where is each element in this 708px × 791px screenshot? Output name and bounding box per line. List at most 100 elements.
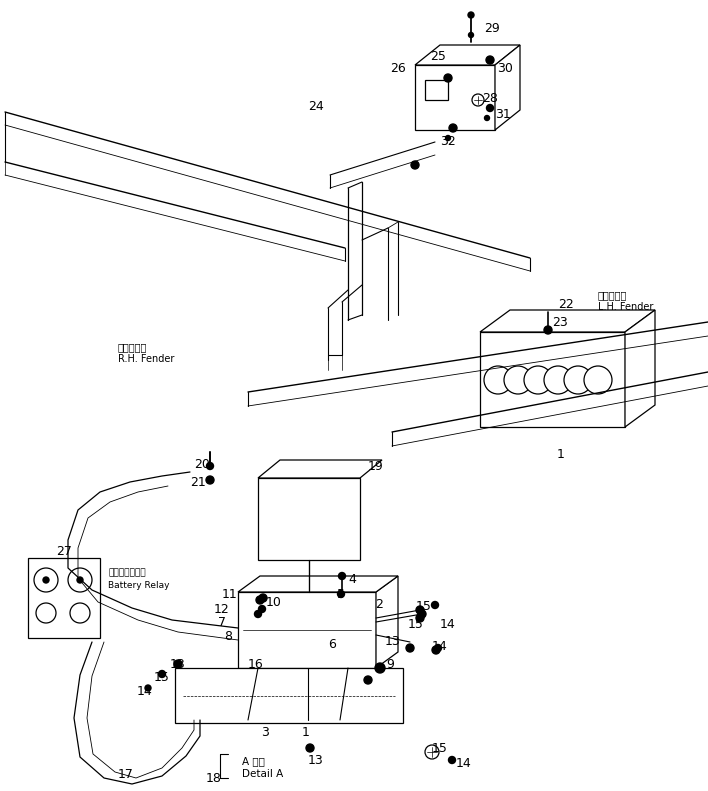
Circle shape: [504, 366, 532, 394]
Polygon shape: [258, 478, 360, 560]
Text: 7: 7: [218, 616, 226, 629]
Text: 23: 23: [552, 316, 568, 329]
Circle shape: [411, 161, 419, 169]
Circle shape: [43, 577, 49, 583]
Text: 3: 3: [261, 726, 269, 739]
Circle shape: [159, 671, 166, 678]
Text: 22: 22: [558, 298, 573, 311]
Circle shape: [256, 596, 264, 604]
Circle shape: [449, 124, 457, 132]
Text: 21: 21: [190, 476, 206, 489]
Text: 15: 15: [408, 618, 424, 631]
Circle shape: [484, 115, 489, 120]
Text: 左フェンダ: 左フェンダ: [598, 290, 627, 300]
Text: R.H. Fender: R.H. Fender: [118, 354, 174, 364]
Text: バッテリリレー: バッテリリレー: [108, 568, 146, 577]
Circle shape: [445, 135, 450, 141]
Text: 13: 13: [170, 658, 185, 671]
Text: 12: 12: [214, 603, 230, 616]
Circle shape: [486, 56, 494, 64]
Polygon shape: [415, 45, 520, 65]
Text: 5: 5: [337, 588, 345, 601]
Text: Battery Relay: Battery Relay: [108, 581, 169, 590]
Text: 16: 16: [248, 658, 264, 671]
Text: 1: 1: [557, 448, 565, 461]
Polygon shape: [28, 558, 100, 638]
Polygon shape: [480, 310, 655, 332]
Circle shape: [469, 32, 474, 37]
Polygon shape: [415, 65, 495, 130]
Circle shape: [425, 745, 439, 759]
Polygon shape: [175, 668, 403, 723]
Circle shape: [416, 606, 424, 614]
Circle shape: [584, 366, 612, 394]
Circle shape: [364, 676, 372, 684]
Polygon shape: [425, 80, 448, 100]
Text: 14: 14: [432, 640, 447, 653]
Circle shape: [524, 366, 552, 394]
Circle shape: [431, 601, 438, 608]
Text: 17: 17: [118, 768, 134, 781]
Polygon shape: [495, 45, 520, 130]
Polygon shape: [238, 592, 376, 668]
Circle shape: [544, 326, 552, 334]
Text: 8: 8: [224, 630, 232, 643]
Text: 15: 15: [416, 600, 432, 613]
Circle shape: [544, 366, 572, 394]
Circle shape: [484, 366, 512, 394]
Circle shape: [338, 591, 345, 597]
Text: 28: 28: [482, 92, 498, 105]
Circle shape: [77, 577, 83, 583]
Polygon shape: [376, 576, 398, 668]
Polygon shape: [238, 576, 398, 592]
Circle shape: [416, 614, 424, 622]
Text: 14: 14: [456, 757, 472, 770]
Text: 1: 1: [302, 726, 310, 739]
Text: 14: 14: [440, 618, 456, 631]
Circle shape: [432, 646, 440, 654]
Text: 24: 24: [308, 100, 324, 113]
Circle shape: [564, 366, 592, 394]
Polygon shape: [625, 310, 655, 427]
Text: 6: 6: [328, 638, 336, 651]
Text: 11: 11: [222, 588, 238, 601]
Text: 10: 10: [266, 596, 282, 609]
Circle shape: [206, 476, 214, 484]
Circle shape: [418, 610, 426, 618]
Circle shape: [174, 660, 182, 668]
Circle shape: [375, 663, 385, 673]
Circle shape: [406, 644, 414, 652]
Text: 18: 18: [206, 772, 222, 785]
Text: 29: 29: [484, 22, 500, 35]
Circle shape: [486, 104, 493, 112]
Circle shape: [207, 463, 214, 470]
Text: 20: 20: [194, 458, 210, 471]
Circle shape: [444, 74, 452, 82]
Text: 15: 15: [154, 671, 170, 684]
Text: 14: 14: [137, 685, 153, 698]
Circle shape: [448, 756, 455, 763]
Text: 4: 4: [348, 573, 356, 586]
Text: 19: 19: [368, 460, 384, 473]
Circle shape: [258, 605, 266, 612]
Text: 右フェンダ: 右フェンダ: [118, 342, 147, 352]
Text: 2: 2: [375, 598, 383, 611]
Text: 25: 25: [430, 50, 446, 63]
Text: 13: 13: [385, 635, 401, 648]
Circle shape: [254, 611, 261, 618]
Polygon shape: [258, 460, 382, 478]
Circle shape: [259, 594, 267, 602]
Text: 31: 31: [495, 108, 510, 121]
Circle shape: [472, 94, 484, 106]
Text: 13: 13: [308, 754, 324, 767]
Text: 27: 27: [56, 545, 72, 558]
Text: 30: 30: [497, 62, 513, 75]
Polygon shape: [480, 332, 625, 427]
Text: L.H. Fender: L.H. Fender: [598, 302, 653, 312]
Circle shape: [435, 645, 442, 652]
Text: 26: 26: [390, 62, 406, 75]
Circle shape: [468, 12, 474, 18]
Circle shape: [306, 744, 314, 752]
Text: 9: 9: [386, 658, 394, 671]
Circle shape: [338, 573, 346, 580]
